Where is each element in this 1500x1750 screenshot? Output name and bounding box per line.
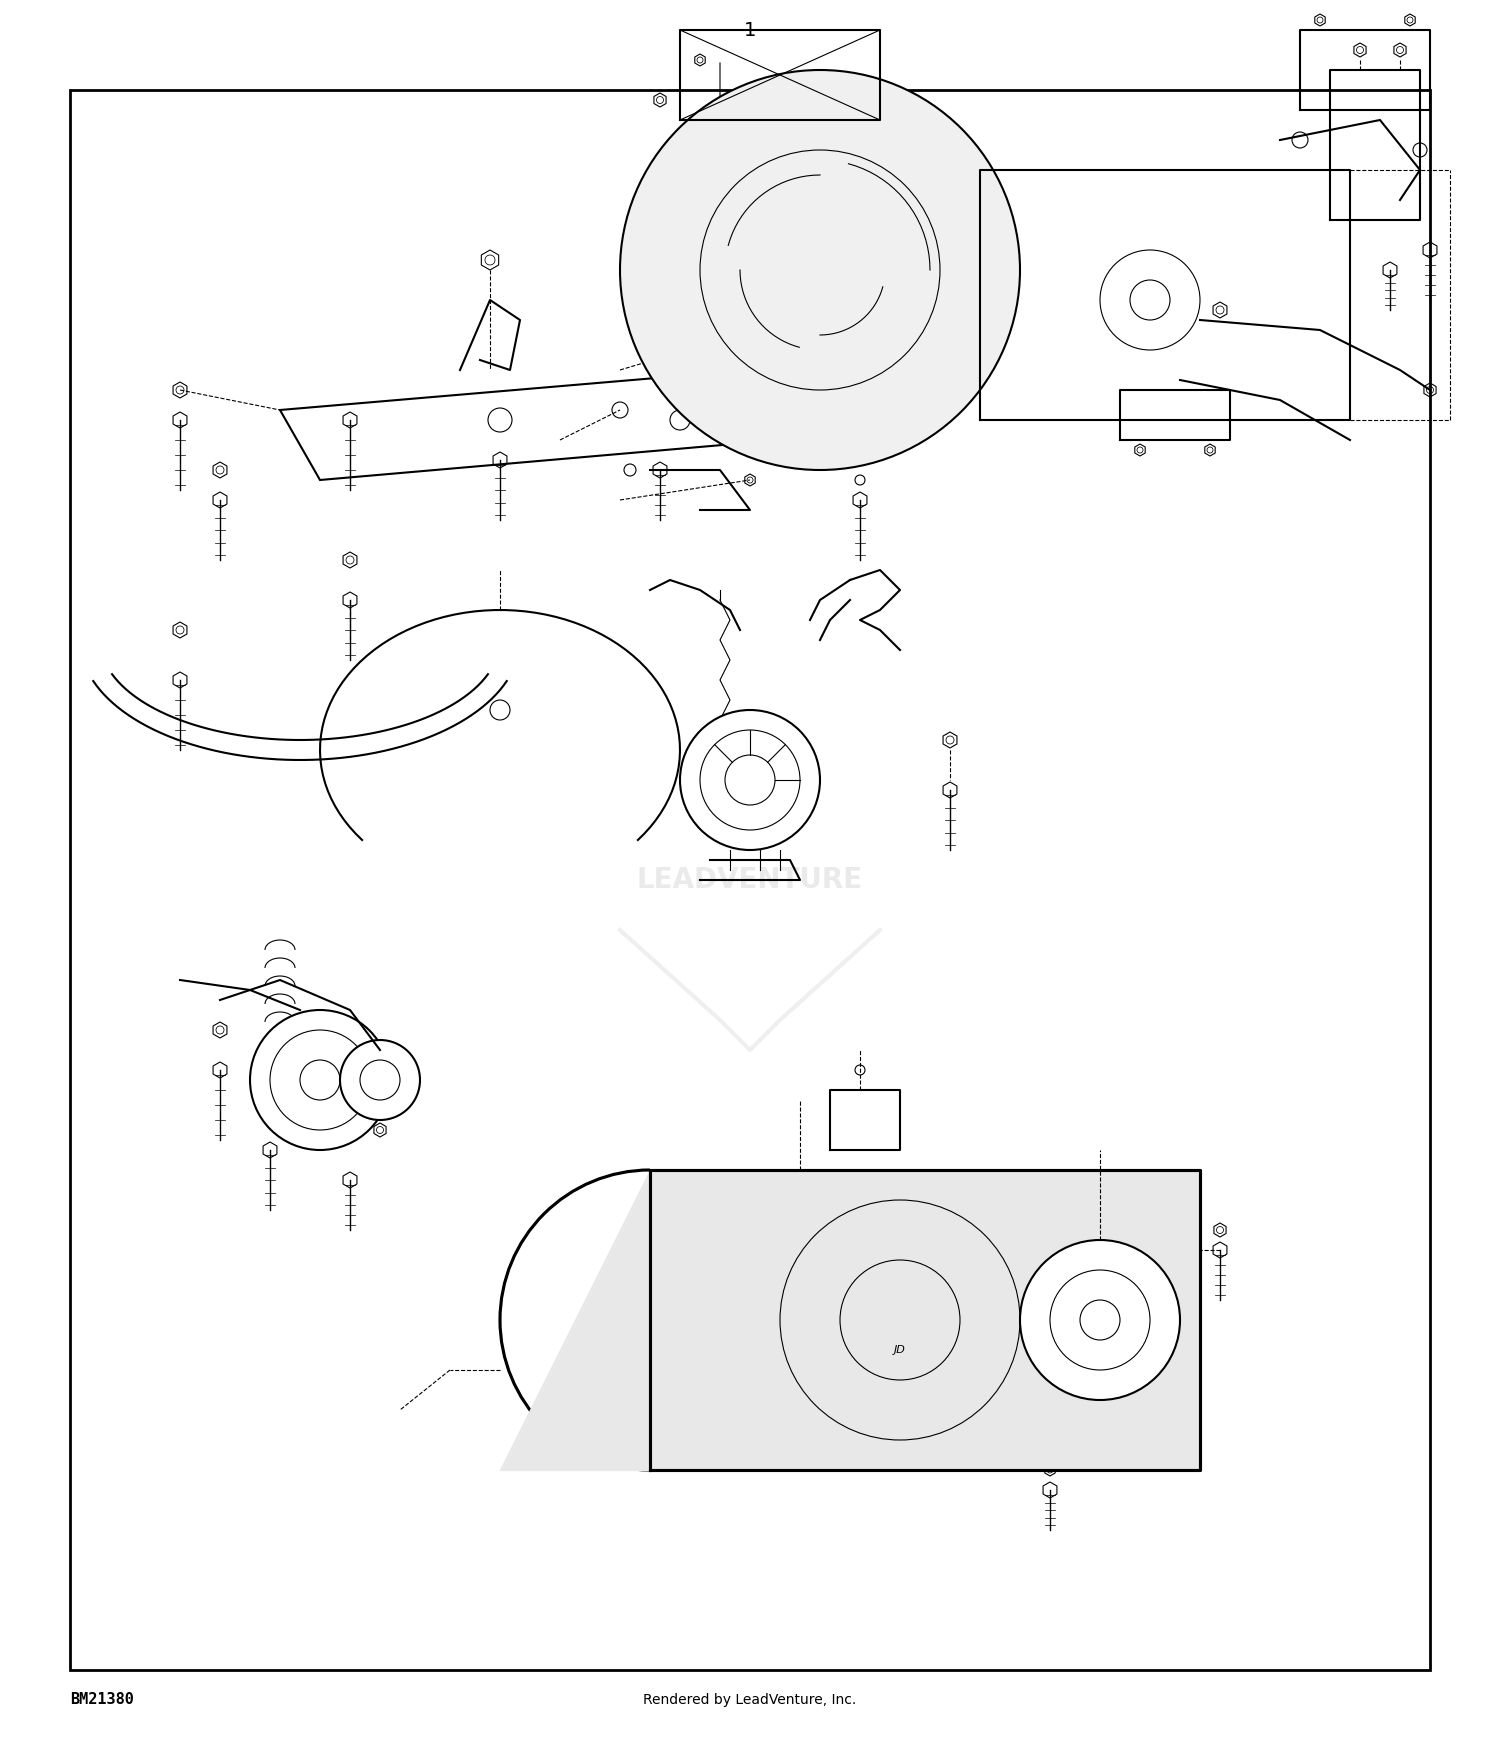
Text: LEADVENTURE: LEADVENTURE	[638, 866, 862, 894]
Circle shape	[620, 70, 1020, 471]
Circle shape	[1020, 1241, 1180, 1400]
Polygon shape	[650, 1171, 1200, 1470]
Circle shape	[680, 710, 820, 850]
Polygon shape	[93, 674, 507, 760]
Circle shape	[340, 1040, 420, 1120]
Text: 1: 1	[744, 21, 756, 40]
Text: BM21380: BM21380	[70, 1692, 134, 1708]
Polygon shape	[320, 611, 680, 840]
Circle shape	[251, 1010, 390, 1150]
Text: JD: JD	[894, 1346, 906, 1354]
Text: Rendered by LeadVenture, Inc.: Rendered by LeadVenture, Inc.	[644, 1692, 856, 1706]
Polygon shape	[500, 1171, 650, 1470]
